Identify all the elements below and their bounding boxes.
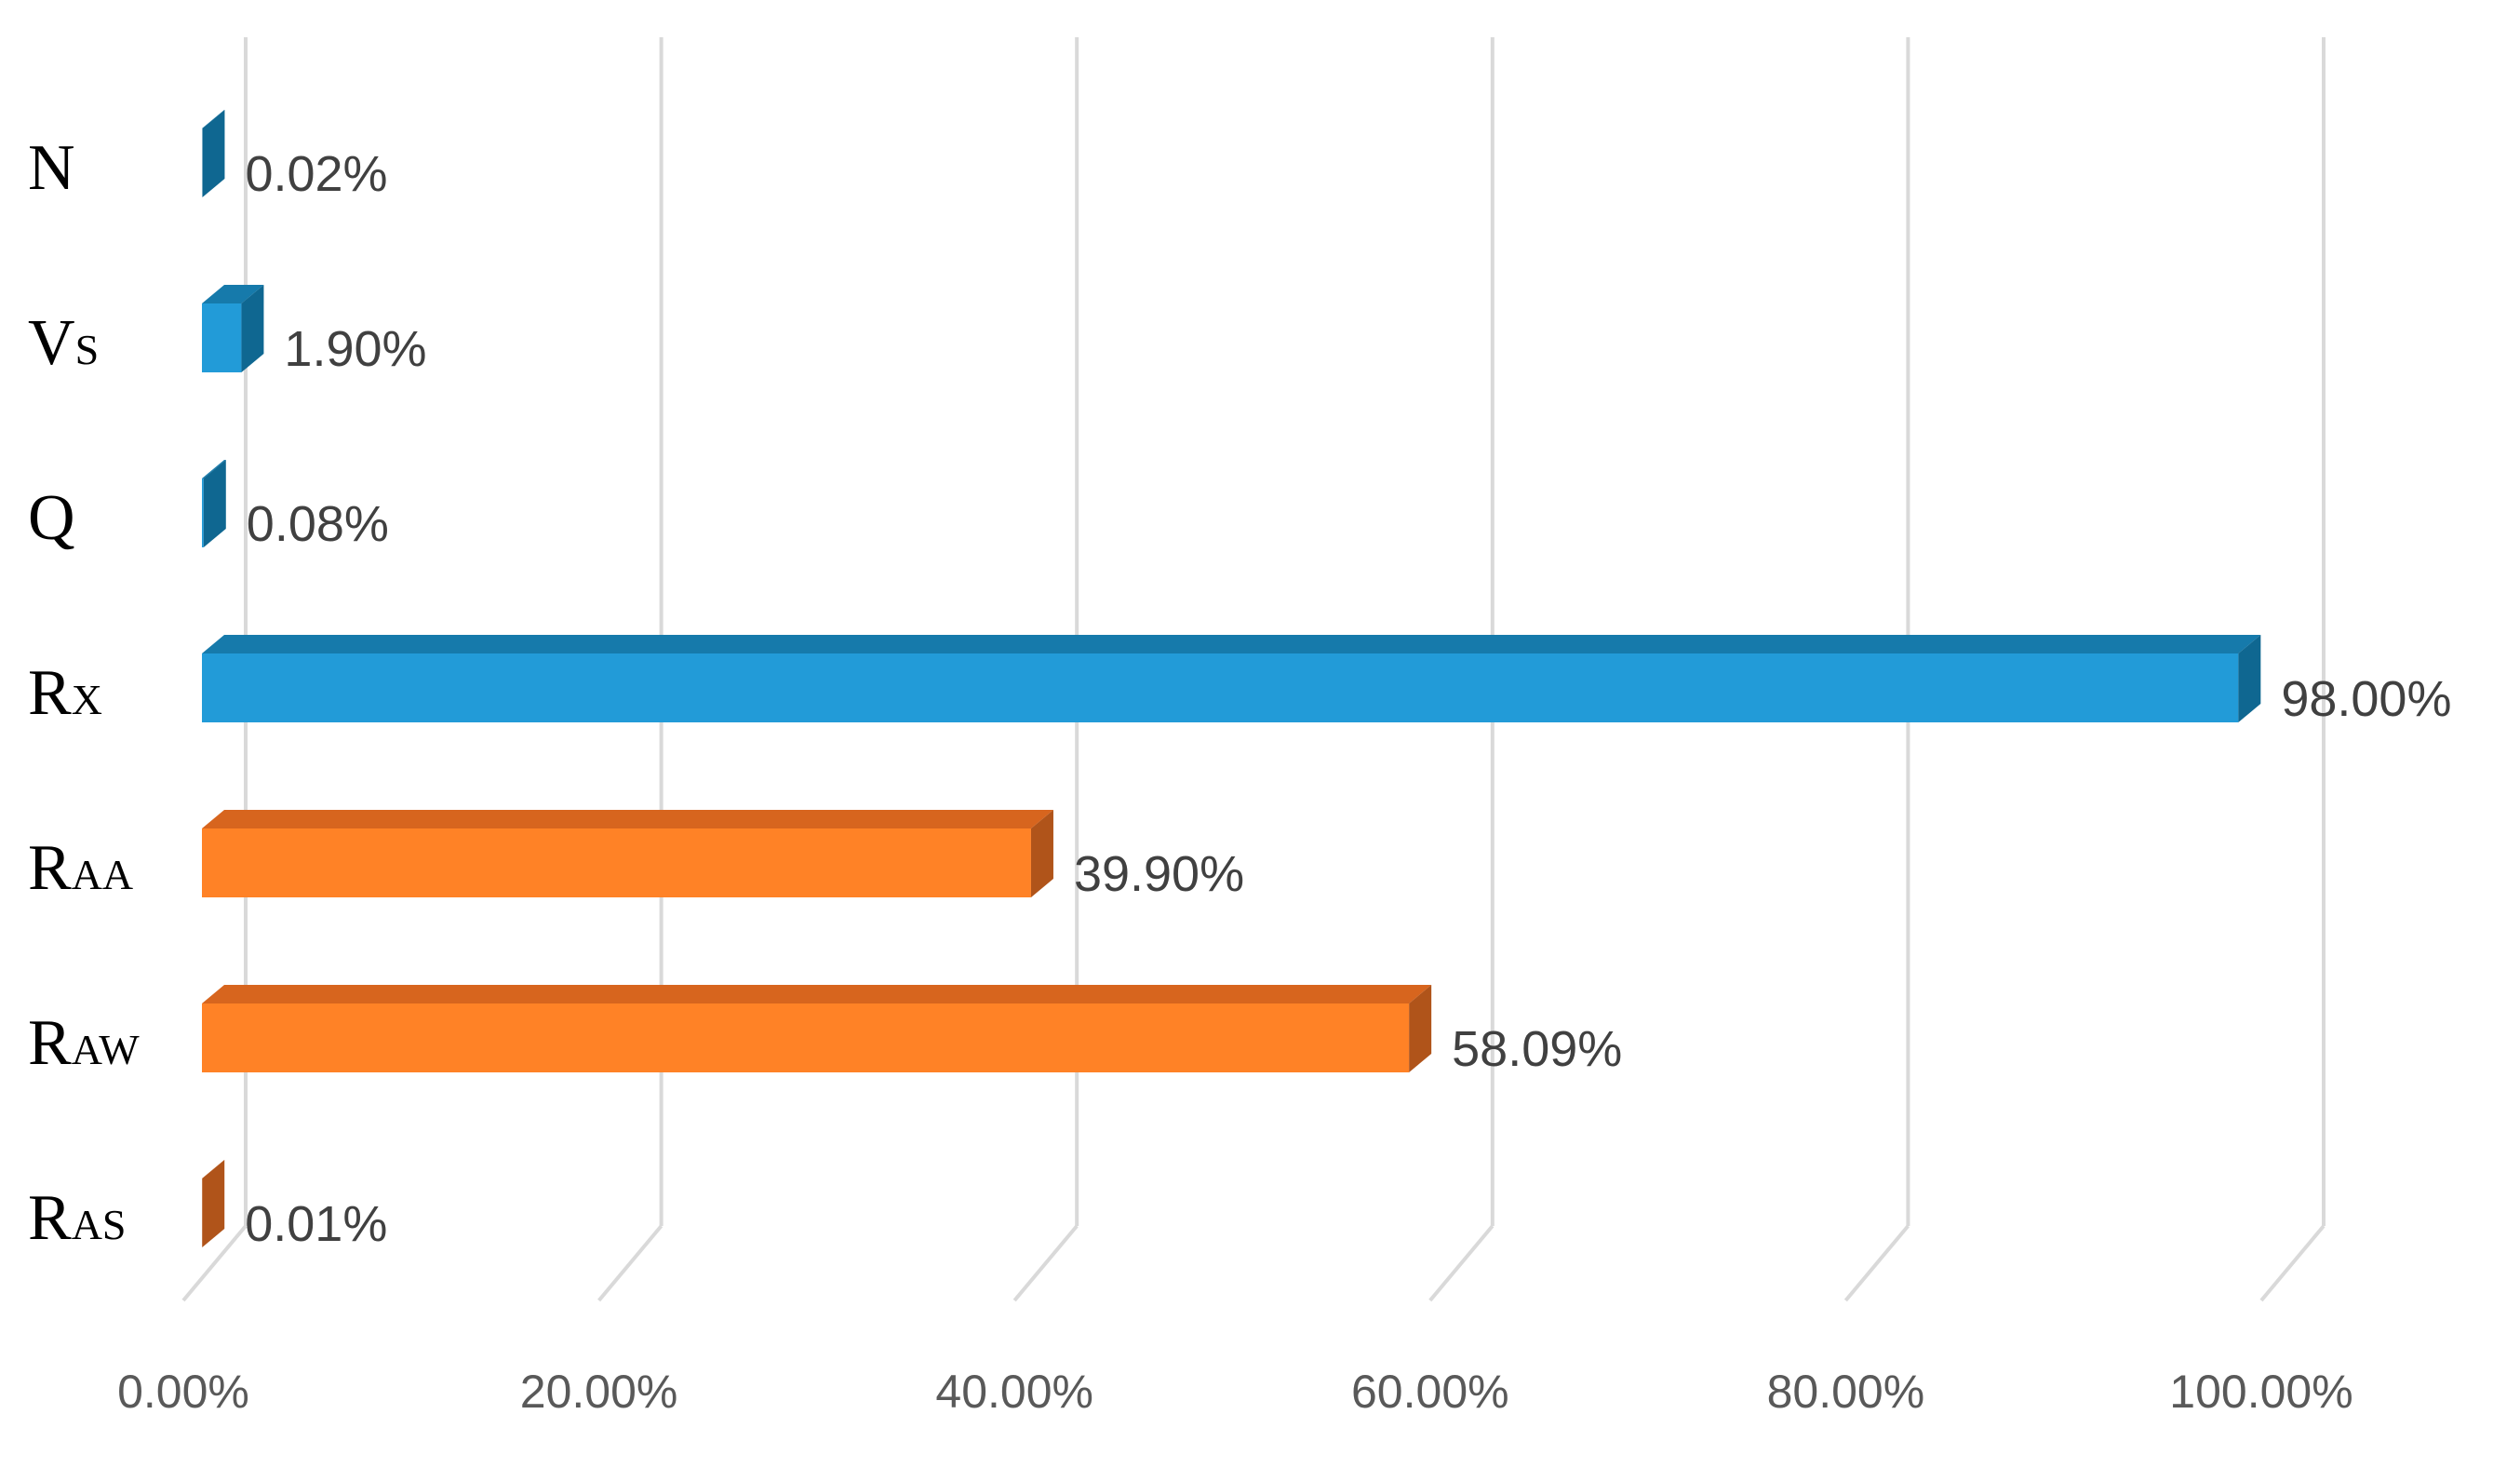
x-tick-label: 20.00% [520,1366,678,1418]
bar-front [202,303,242,372]
bar-side [202,110,225,197]
bar-front [202,1003,1410,1072]
bar-top [202,1160,225,1178]
bar-side [241,285,264,372]
data-label: 1.90% [284,321,426,377]
x-tick-label: 60.00% [1351,1366,1509,1418]
data-label: 0.08% [247,496,389,552]
data-label: 39.90% [1074,846,1244,902]
bar-side [203,460,226,547]
category-label: Q [28,482,75,554]
bar-top [202,635,2261,653]
gridline-floor [1428,1224,1495,1302]
x-tick-label: 80.00% [1767,1366,1925,1418]
bar-top [202,285,264,303]
bar-front [202,828,1031,897]
gridline-floor [1843,1224,1910,1302]
data-label: 98.00% [2281,671,2451,727]
gridline-floor [181,1224,248,1302]
data-label: 58.09% [1452,1021,1622,1077]
gridline-floor [597,1224,664,1302]
gridline-floor [2259,1224,2326,1302]
category-label: RAW [28,1007,140,1079]
bar-top [202,810,1053,828]
x-tick-label: 100.00% [2169,1366,2352,1418]
bar-front [202,653,2239,722]
bar-side [1409,985,1432,1072]
category-label: RX [28,657,102,729]
bar-side [2238,635,2261,722]
data-label: 0.01% [245,1196,387,1252]
bar-top [202,460,226,478]
x-tick-label: 0.00% [117,1366,249,1418]
category-label: N [28,132,75,204]
bar-side [202,1160,225,1247]
x-tick-label: 40.00% [935,1366,1093,1418]
gridline-floor [1012,1224,1079,1302]
bar-top [202,110,225,128]
data-label: 0.02% [245,146,387,202]
bar-side [1030,810,1053,897]
category-label: RAA [28,832,133,904]
bar-front [202,478,204,547]
category-label: RAS [28,1182,127,1254]
category-label: VS [28,307,99,379]
bar-top [202,985,1432,1003]
